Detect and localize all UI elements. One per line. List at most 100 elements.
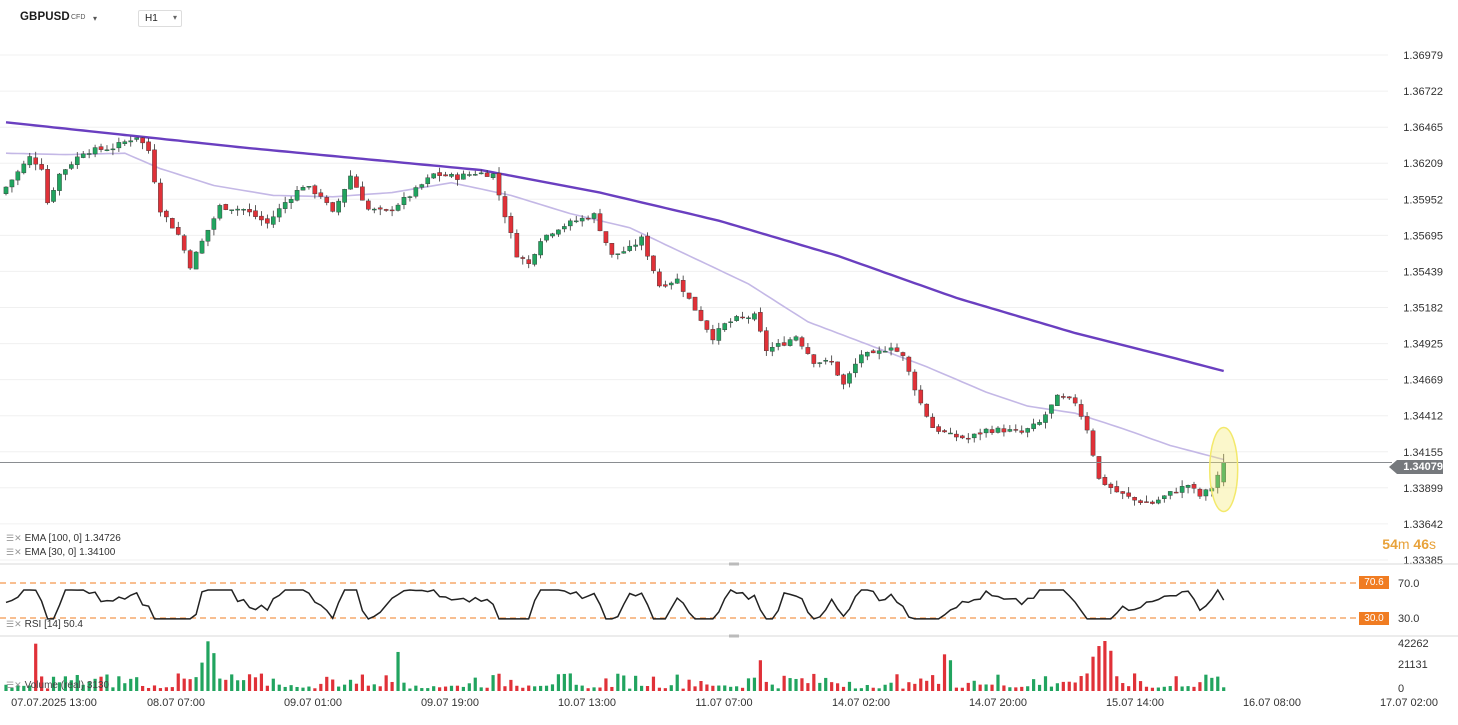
volume-bar (723, 685, 727, 691)
ema-100-path (5, 121, 1224, 373)
ema100-legend[interactable]: ☰✕ EMA [100, 0] 1.34726 (6, 533, 121, 544)
volume-bar (22, 685, 26, 691)
volume-bar (265, 685, 269, 691)
candle-body (170, 218, 175, 229)
panel-resize-handle (729, 562, 739, 566)
candle-body (983, 428, 989, 434)
volume-bar (40, 676, 44, 691)
candle-body (1173, 491, 1179, 494)
volume-bar (604, 678, 608, 691)
volume-bar (63, 676, 67, 691)
candle-body (829, 360, 834, 363)
candle-body (1072, 397, 1078, 404)
volume-bar (354, 683, 359, 691)
candle-body (752, 313, 757, 320)
volume-bar (1222, 687, 1226, 691)
volume-bar (10, 687, 14, 691)
volume-bar (1198, 682, 1202, 691)
volume-bar (800, 678, 804, 691)
volume-bar (301, 687, 305, 691)
volume-bar (556, 674, 561, 691)
settings-icon[interactable]: ☰✕ (6, 547, 22, 557)
ema-30-line (5, 152, 1224, 461)
volume-bar (224, 679, 228, 691)
settings-icon[interactable]: ☰✕ (6, 680, 22, 690)
volume-bar (1174, 676, 1178, 691)
candle-body (1185, 485, 1191, 488)
volume-bar (295, 686, 299, 691)
candle-body (674, 278, 680, 284)
candle-body (1161, 495, 1167, 499)
candle-body (668, 282, 674, 286)
volume-bar (277, 684, 281, 691)
volume-bar (877, 688, 881, 691)
candle-body (443, 174, 448, 177)
candle-body (847, 373, 852, 384)
candle-body (621, 251, 627, 254)
candle-body (514, 233, 520, 258)
volume-bar (1002, 685, 1006, 691)
candle-body (389, 209, 395, 212)
volume-bar (1061, 681, 1065, 691)
settings-icon[interactable]: ☰✕ (6, 533, 22, 543)
volume-bar (1043, 676, 1048, 691)
settings-icon[interactable]: ☰✕ (6, 619, 22, 629)
candle-body (1049, 404, 1054, 414)
volume-bar (1049, 686, 1054, 691)
candle-body (1055, 394, 1060, 406)
rsi-legend[interactable]: ☰✕ RSI [14] 50.4 (6, 619, 83, 630)
volume-bar (669, 685, 673, 691)
price-tick-label: 1.33899 (1403, 483, 1443, 495)
candle-body (146, 141, 151, 151)
candle-body (663, 284, 668, 287)
candle-body (300, 187, 306, 191)
candle-body (472, 174, 478, 176)
rsi-tick-label: 70.0 (1398, 578, 1419, 590)
time-tick-label: 09.07 19:00 (421, 697, 479, 709)
candle-body (841, 374, 846, 385)
volume-bar (34, 643, 38, 691)
symbol-name[interactable]: GBPUSD (20, 11, 70, 23)
timeframe-select[interactable]: H1 ▾ (138, 10, 182, 27)
candlesticks (3, 136, 1226, 506)
volume-bar (616, 673, 620, 691)
candle-body (633, 244, 638, 247)
candle-body (496, 172, 502, 196)
volume-bar (693, 686, 697, 691)
candle-body (508, 216, 514, 233)
candle-body (520, 257, 526, 259)
price-tick-label: 1.34669 (1403, 375, 1443, 387)
candle-body (562, 226, 567, 230)
ema30-legend[interactable]: ☰✕ EMA [30, 0] 1.34100 (6, 547, 116, 558)
candle-body (609, 243, 615, 255)
candle-body (758, 312, 763, 332)
volume-bar (57, 682, 62, 691)
candle-body (294, 190, 300, 201)
volume-bar (1156, 687, 1160, 691)
candle-body (888, 347, 894, 351)
candle-body (312, 185, 318, 195)
volume-bar (972, 680, 976, 691)
volume-bar (390, 681, 394, 691)
volume-legend[interactable]: ☰✕ Volume (real) 3130 (6, 680, 110, 691)
candle-body (110, 148, 116, 151)
candle-body (467, 174, 472, 176)
chevron-down-icon: ▾ (172, 13, 177, 22)
volume-bar (1204, 674, 1208, 691)
volume-bar (1097, 646, 1101, 691)
volume-bar (1133, 673, 1137, 691)
candle-body (1013, 429, 1019, 431)
candle-body (989, 429, 995, 433)
candle-body (1203, 489, 1209, 497)
candle-body (1150, 501, 1155, 504)
candle-body (98, 146, 104, 150)
volume-bar (28, 685, 32, 691)
symbol-dropdown-icon[interactable]: ▾ (93, 14, 98, 23)
time-tick-label: 16.07 08:00 (1243, 697, 1301, 709)
volume-bar (836, 683, 840, 691)
candle-body (1114, 486, 1120, 493)
volume-bar (663, 688, 667, 691)
panel-separators[interactable] (0, 562, 1458, 638)
volume-bar (562, 673, 566, 691)
